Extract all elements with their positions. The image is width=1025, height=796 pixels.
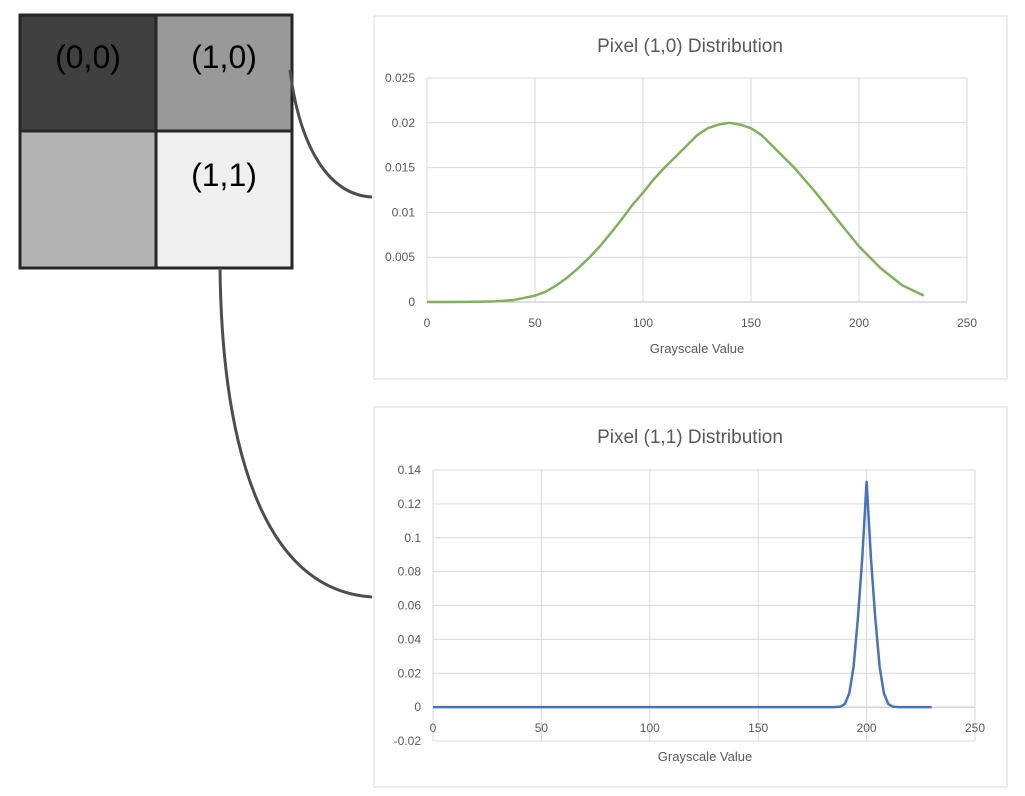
pixel-cell-label-0-0: (0,0): [55, 39, 121, 75]
y-tick-label: 0.08: [398, 565, 422, 579]
y-tick-label: 0: [408, 295, 415, 309]
x-tick-label: 100: [640, 721, 660, 735]
x-tick-label: 200: [849, 316, 869, 330]
chart-1-0-x-axis: 0 50 100 150 200 250: [424, 316, 978, 330]
chart-1-0-series-line: [427, 121, 925, 304]
x-tick-label: 150: [748, 721, 768, 735]
y-tick-label: 0.04: [398, 632, 422, 646]
x-tick-label: 250: [965, 721, 985, 735]
y-tick-label: 0.1: [404, 531, 421, 545]
chart-1-1-x-axis: 0 50 100 150 200 250: [430, 721, 986, 735]
x-tick-label: 150: [741, 316, 761, 330]
y-tick-label: 0: [414, 700, 421, 714]
chart-1-1-xlabel: Grayscale Value: [658, 749, 752, 764]
pixel-grid-border: [18, 13, 294, 270]
pixel-cell-1-1: [156, 131, 292, 268]
y-tick-label: 0.005: [385, 250, 415, 264]
y-tick-label: 0.06: [398, 599, 422, 613]
y-tick-label: -0.02: [394, 734, 422, 748]
chart-1-1-y-axis: -0.02 0 0.02 0.04 0.06 0.08 0.1 0.12 0.14: [394, 463, 422, 748]
x-tick-label: 250: [957, 316, 977, 330]
pixel-cell-label-1-1: (1,1): [191, 157, 257, 193]
chart-1-0-gridlines: [426, 77, 968, 303]
pixel-cell-label-1-0: (1,0): [191, 39, 257, 75]
x-tick-label: 100: [633, 316, 653, 330]
chart-panel-1-1: [373, 406, 1008, 788]
connector-pixel-1-0: [288, 69, 373, 199]
y-tick-label: 0.015: [385, 161, 415, 175]
x-tick-label: 50: [535, 721, 549, 735]
chart-1-1-title: Pixel (1,1) Distribution: [597, 427, 783, 448]
y-tick-label: 0.14: [398, 463, 422, 477]
y-tick-label: 0.01: [392, 205, 416, 219]
x-tick-label: 50: [528, 316, 542, 330]
chart-panel-1-0: [373, 15, 1008, 380]
y-tick-label: 0.02: [392, 116, 416, 130]
x-tick-label: 200: [857, 721, 877, 735]
y-tick-label: 0.025: [385, 71, 415, 85]
y-tick-label: 0.12: [398, 497, 422, 511]
connector-pixel-1-1: [218, 267, 373, 599]
pixel-cell-1-0: [156, 15, 292, 131]
chart-1-0-title: Pixel (1,0) Distribution: [597, 36, 783, 57]
chart-1-0-y-axis: 0 0.005 0.01 0.015 0.02 0.025: [385, 71, 415, 309]
x-tick-label: 0: [430, 721, 437, 735]
pixel-grid: (0,0) (1,0) (1,1): [18, 13, 294, 270]
pixel-cell-0-1: [20, 131, 156, 268]
chart-1-1-series-line: [433, 480, 932, 709]
chart-1-0-xlabel: Grayscale Value: [650, 341, 744, 356]
y-tick-label: 0.02: [398, 666, 422, 680]
x-tick-label: 0: [424, 316, 431, 330]
pixel-cell-0-0: [20, 15, 156, 131]
